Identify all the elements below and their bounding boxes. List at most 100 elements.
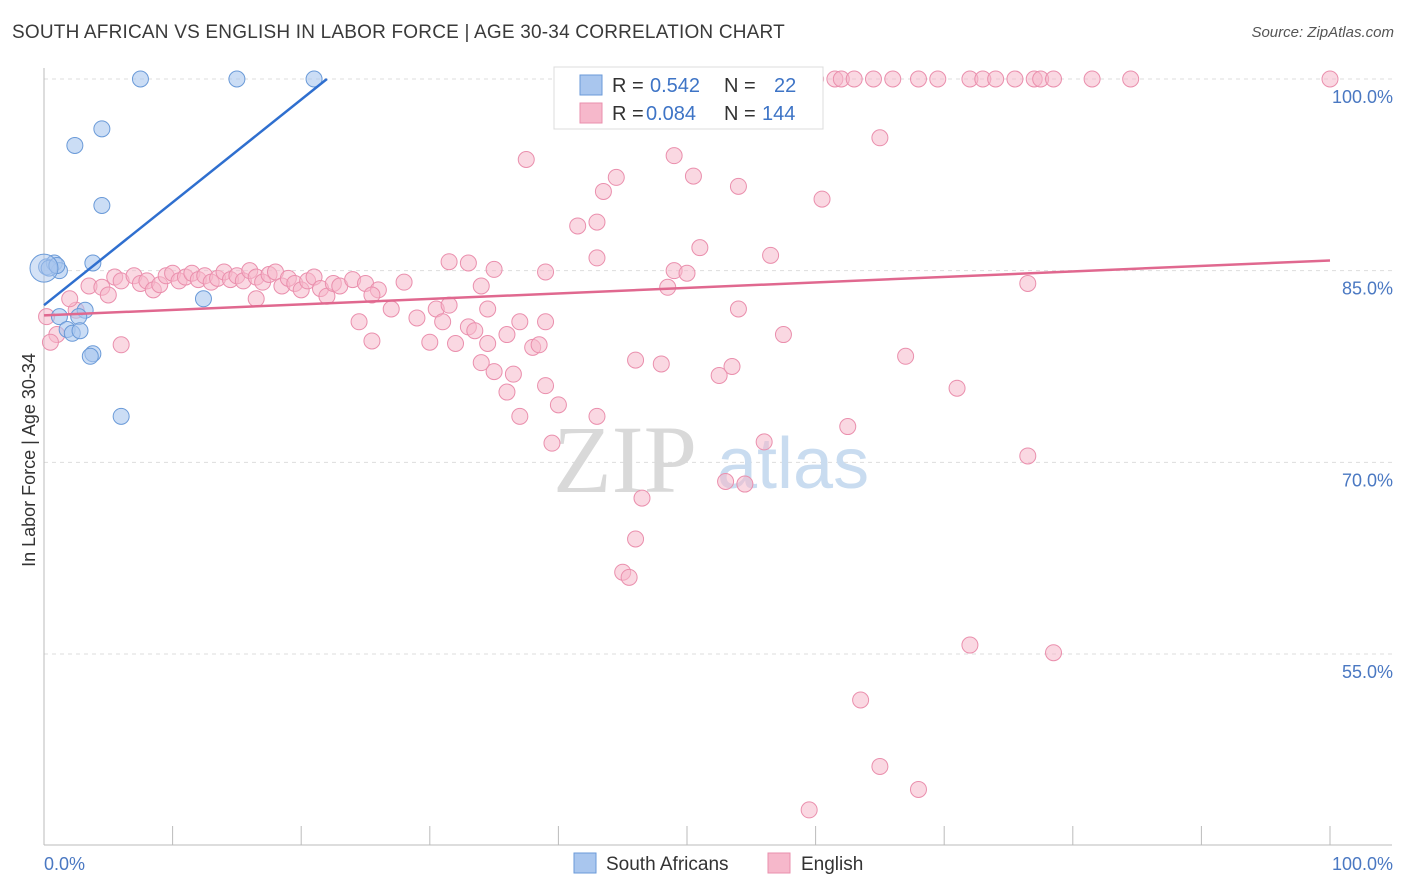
english-point [871, 129, 889, 147]
legend-n-label-2: N = [724, 103, 756, 125]
bottom-legend: South Africans English [573, 852, 863, 875]
english-point [517, 151, 535, 168]
english-point [929, 70, 947, 88]
english-point [762, 246, 780, 264]
english-point [1045, 70, 1063, 88]
english-point [652, 355, 670, 373]
english-point [466, 322, 484, 340]
south-africans-point [84, 254, 102, 272]
english-point [909, 70, 927, 88]
english-point [909, 780, 927, 798]
south-africans-point [66, 136, 84, 154]
y-tick-label-2: 70.0% [1342, 470, 1393, 490]
south-africans-point [194, 290, 212, 308]
english-point [421, 333, 439, 351]
english-point [684, 167, 702, 185]
english-point [729, 300, 747, 318]
english-point [1321, 70, 1339, 88]
bottom-legend-label-english: English [801, 854, 863, 875]
south-africans-point [93, 197, 111, 214]
english-point [845, 70, 863, 88]
english-point [350, 313, 368, 331]
english-point [852, 691, 870, 709]
english-point [839, 418, 857, 436]
x-tick-label-0: 0.0% [44, 854, 85, 874]
english-point [897, 347, 915, 365]
english-point [549, 396, 567, 414]
south-africans-point [81, 347, 99, 365]
english-point [678, 264, 696, 282]
english-point [633, 489, 651, 507]
english-point [594, 182, 612, 200]
watermark-zip: ZIP [553, 406, 697, 513]
legend-swatch-blue [579, 74, 603, 96]
english-point [511, 407, 529, 425]
english-point [884, 70, 902, 88]
bottom-legend-swatch-pink [767, 852, 791, 874]
english-point [710, 366, 728, 384]
x-tick-label-1: 100.0% [1332, 854, 1393, 874]
chart-title: SOUTH AFRICAN VS ENGLISH IN LABOR FORCE … [12, 22, 785, 43]
english-point [665, 147, 683, 165]
english-trend-line [43, 259, 1331, 317]
english-point [961, 636, 979, 654]
south-africans-point [131, 70, 149, 88]
english-point [537, 313, 555, 331]
bottom-legend-swatch-blue [573, 852, 597, 874]
english-point [569, 217, 587, 235]
legend-r-label-2: R = [612, 103, 644, 125]
english-point [729, 177, 747, 195]
south-africans-point [93, 120, 111, 138]
gridlines [44, 78, 1392, 655]
bottom-legend-label-south-africans: South Africans [606, 854, 729, 875]
english-point [588, 213, 606, 231]
south-africans-point [71, 322, 89, 340]
trend-lines [43, 78, 1331, 317]
english-point [813, 190, 831, 208]
english-point [61, 290, 79, 308]
english-point [691, 239, 709, 257]
legend-n-label-1: N = [724, 75, 756, 97]
english-point [479, 300, 497, 318]
english-point [498, 383, 516, 401]
english-point [588, 249, 606, 267]
english-point [363, 286, 381, 304]
source-label: Source: ZipAtlas.com [1251, 24, 1394, 41]
south-africans-point [305, 70, 323, 88]
english-point [395, 273, 413, 291]
south-africans-point [70, 308, 88, 326]
english-point [948, 379, 966, 397]
english-point [112, 336, 130, 354]
watermark-atlas: atlas [717, 424, 869, 504]
english-point [511, 313, 529, 331]
y-tick-label-3: 55.0% [1342, 662, 1393, 682]
english-point [472, 277, 490, 295]
english-point [530, 336, 548, 354]
english-point [408, 309, 426, 327]
y-tick-label-1: 85.0% [1342, 279, 1393, 299]
english-point [447, 335, 465, 352]
english-point [1019, 447, 1037, 465]
english-point [472, 354, 490, 372]
y-axis-label: In Labor Force | Age 30-34 [19, 353, 39, 567]
english-point [627, 351, 645, 369]
english-point [1006, 70, 1024, 88]
axes [43, 68, 1392, 846]
english-point [247, 290, 265, 308]
english-point [1019, 274, 1037, 292]
south-africans-trend-line [43, 78, 328, 307]
english-point [864, 70, 882, 88]
english-point [382, 300, 400, 318]
english-point [1045, 644, 1063, 662]
legend-r-label-1: R = [612, 75, 644, 97]
english-point [41, 333, 59, 351]
english-point [717, 473, 735, 490]
english-point [543, 434, 561, 452]
legend-box: R = 0.542 N = 22 R = 0.084 N = 144 [553, 66, 824, 130]
south-africans-point [112, 407, 130, 425]
english-point [434, 313, 452, 331]
english-point [537, 263, 555, 281]
x-tick-labels: 0.0% 100.0% [44, 854, 1393, 874]
english-point [99, 286, 117, 304]
